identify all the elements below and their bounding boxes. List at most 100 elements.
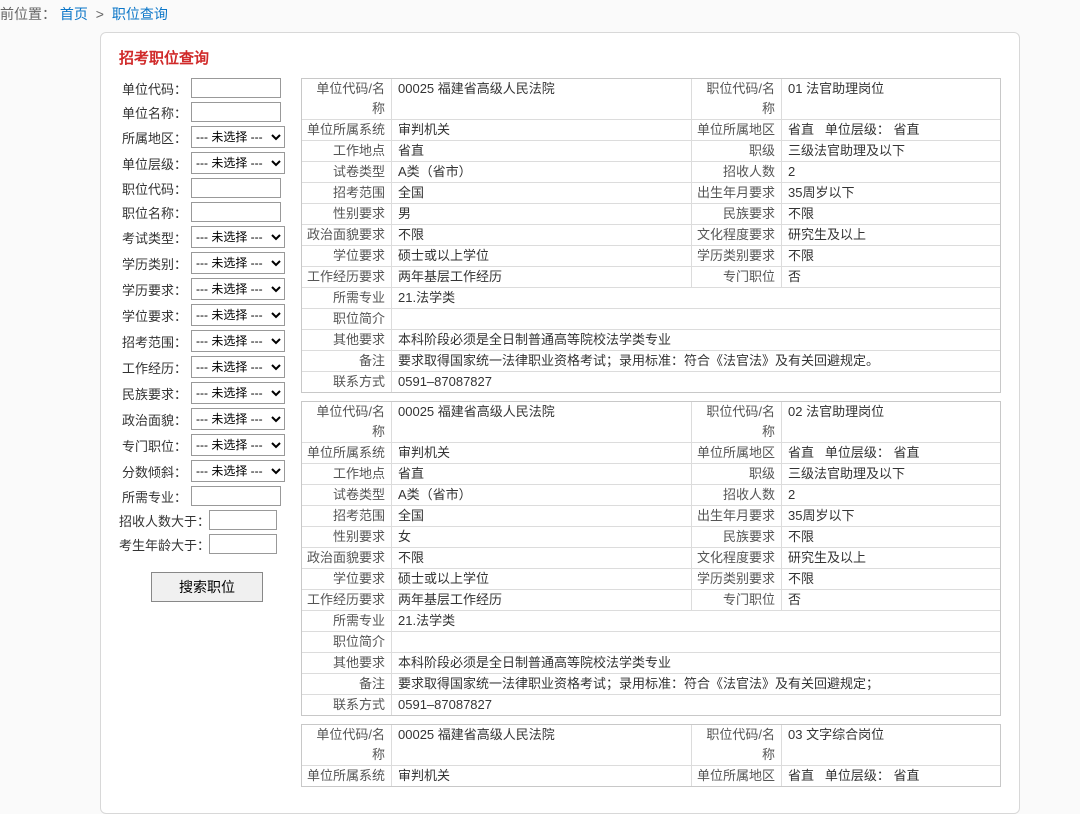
field-value: 研究生及以上 bbox=[782, 225, 1000, 245]
select-ethnicity[interactable]: --- 未选择 --- bbox=[191, 382, 285, 404]
field-value: 00025 福建省高级人民法院 bbox=[392, 402, 692, 442]
field-value: 审判机关 bbox=[392, 766, 692, 786]
label-unit-code: 单位代码： bbox=[119, 79, 191, 98]
field-value: A类（省市） bbox=[392, 485, 692, 505]
field-label: 专门职位 bbox=[692, 267, 782, 287]
field-value: 两年基层工作经历 bbox=[392, 267, 692, 287]
select-edu-category[interactable]: --- 未选择 --- bbox=[191, 252, 285, 274]
breadcrumb: 前位置： 首页 > 职位查询 bbox=[0, 0, 1080, 32]
select-politics[interactable]: --- 未选择 --- bbox=[191, 408, 285, 430]
field-label: 出生年月要求 bbox=[692, 183, 782, 203]
field-label: 学历类别要求 bbox=[692, 246, 782, 266]
field-value: 不限 bbox=[782, 569, 1000, 589]
field-label: 职位代码/名称 bbox=[692, 402, 782, 442]
select-recruit-scope[interactable]: --- 未选择 --- bbox=[191, 330, 285, 352]
field-label: 联系方式 bbox=[302, 372, 392, 392]
label-recruit-gt: 招收人数大于： bbox=[119, 511, 209, 530]
field-value: 要求取得国家统一法律职业资格考试；录用标准：符合《法官法》及有关回避规定。 bbox=[392, 351, 1000, 371]
select-score-pref[interactable]: --- 未选择 --- bbox=[191, 460, 285, 482]
field-value: 本科阶段必须是全日制普通高等院校法学类专业 bbox=[392, 653, 1000, 673]
label-politics: 政治面貌： bbox=[119, 410, 191, 429]
field-label: 单位所属地区 bbox=[692, 766, 782, 786]
field-value: 省直 单位层级： 省直 bbox=[782, 120, 1000, 140]
field-value: 硕士或以上学位 bbox=[392, 246, 692, 266]
label-job-code: 职位代码： bbox=[119, 179, 191, 198]
field-value: 要求取得国家统一法律职业资格考试；录用标准：符合《法官法》及有关回避规定； bbox=[392, 674, 1000, 694]
select-special-post[interactable]: --- 未选择 --- bbox=[191, 434, 285, 456]
field-label: 招收人数 bbox=[692, 485, 782, 505]
field-label: 工作地点 bbox=[302, 464, 392, 484]
select-area[interactable]: --- 未选择 --- bbox=[191, 126, 285, 148]
field-label: 招考范围 bbox=[302, 506, 392, 526]
field-value: 省直 单位层级： 省直 bbox=[782, 766, 1000, 786]
field-label: 职级 bbox=[692, 141, 782, 161]
field-value: 35周岁以下 bbox=[782, 506, 1000, 526]
input-unit-code[interactable] bbox=[191, 78, 281, 98]
field-label: 其他要求 bbox=[302, 330, 392, 350]
breadcrumb-home[interactable]: 首页 bbox=[60, 6, 88, 22]
field-value: 省直 bbox=[392, 141, 692, 161]
field-value: 否 bbox=[782, 590, 1000, 610]
field-value: 01 法官助理岗位 bbox=[782, 79, 1000, 119]
select-edu-require[interactable]: --- 未选择 --- bbox=[191, 278, 285, 300]
field-value: 0591–87087827 bbox=[392, 372, 1000, 392]
field-label: 备注 bbox=[302, 674, 392, 694]
input-age-gt[interactable] bbox=[209, 534, 277, 554]
field-label: 工作经历要求 bbox=[302, 267, 392, 287]
breadcrumb-current[interactable]: 职位查询 bbox=[112, 6, 168, 22]
field-value: 35周岁以下 bbox=[782, 183, 1000, 203]
field-value: 不限 bbox=[782, 527, 1000, 547]
field-value: 全国 bbox=[392, 506, 692, 526]
field-value: 全国 bbox=[392, 183, 692, 203]
field-label: 单位代码/名称 bbox=[302, 402, 392, 442]
field-label: 招考范围 bbox=[302, 183, 392, 203]
field-value: 00025 福建省高级人民法院 bbox=[392, 79, 692, 119]
field-value: 03 文字综合岗位 bbox=[782, 725, 1000, 765]
field-label: 单位代码/名称 bbox=[302, 725, 392, 765]
field-label: 性别要求 bbox=[302, 527, 392, 547]
field-label: 文化程度要求 bbox=[692, 225, 782, 245]
field-value: 审判机关 bbox=[392, 120, 692, 140]
input-required-major[interactable] bbox=[191, 486, 281, 506]
input-recruit-gt[interactable] bbox=[209, 510, 277, 530]
field-value: 21.法学类 bbox=[392, 611, 1000, 631]
label-work-exp: 工作经历： bbox=[119, 358, 191, 377]
field-label: 学历类别要求 bbox=[692, 569, 782, 589]
field-value: 不限 bbox=[392, 225, 692, 245]
field-label: 工作经历要求 bbox=[302, 590, 392, 610]
label-unit-level: 单位层级： bbox=[119, 154, 191, 173]
label-ethnicity: 民族要求： bbox=[119, 384, 191, 403]
input-unit-name[interactable] bbox=[191, 102, 281, 122]
field-value: 省直 单位层级： 省直 bbox=[782, 443, 1000, 463]
select-exam-type[interactable]: --- 未选择 --- bbox=[191, 226, 285, 248]
field-label: 单位所属系统 bbox=[302, 766, 392, 786]
field-value: 研究生及以上 bbox=[782, 548, 1000, 568]
field-value bbox=[392, 309, 1000, 329]
field-label: 职位代码/名称 bbox=[692, 79, 782, 119]
field-label: 其他要求 bbox=[302, 653, 392, 673]
field-label: 联系方式 bbox=[302, 695, 392, 715]
input-job-code[interactable] bbox=[191, 178, 281, 198]
field-value: 男 bbox=[392, 204, 692, 224]
label-required-major: 所需专业： bbox=[119, 487, 191, 506]
select-degree-require[interactable]: --- 未选择 --- bbox=[191, 304, 285, 326]
field-value: 三级法官助理及以下 bbox=[782, 141, 1000, 161]
label-score-pref: 分数倾斜： bbox=[119, 462, 191, 481]
label-edu-require: 学历要求： bbox=[119, 280, 191, 299]
select-work-exp[interactable]: --- 未选择 --- bbox=[191, 356, 285, 378]
input-job-name[interactable] bbox=[191, 202, 281, 222]
label-edu-category: 学历类别： bbox=[119, 254, 191, 273]
search-button[interactable]: 搜索职位 bbox=[151, 572, 263, 602]
field-value: 02 法官助理岗位 bbox=[782, 402, 1000, 442]
label-area: 所属地区： bbox=[119, 128, 191, 147]
field-value: 21.法学类 bbox=[392, 288, 1000, 308]
field-label: 职位代码/名称 bbox=[692, 725, 782, 765]
field-value: A类（省市） bbox=[392, 162, 692, 182]
field-label: 工作地点 bbox=[302, 141, 392, 161]
field-value: 女 bbox=[392, 527, 692, 547]
field-label: 单位所属地区 bbox=[692, 443, 782, 463]
field-value: 不限 bbox=[782, 246, 1000, 266]
select-unit-level[interactable]: --- 未选择 --- bbox=[191, 152, 285, 174]
field-label: 单位所属系统 bbox=[302, 120, 392, 140]
label-special-post: 专门职位： bbox=[119, 436, 191, 455]
